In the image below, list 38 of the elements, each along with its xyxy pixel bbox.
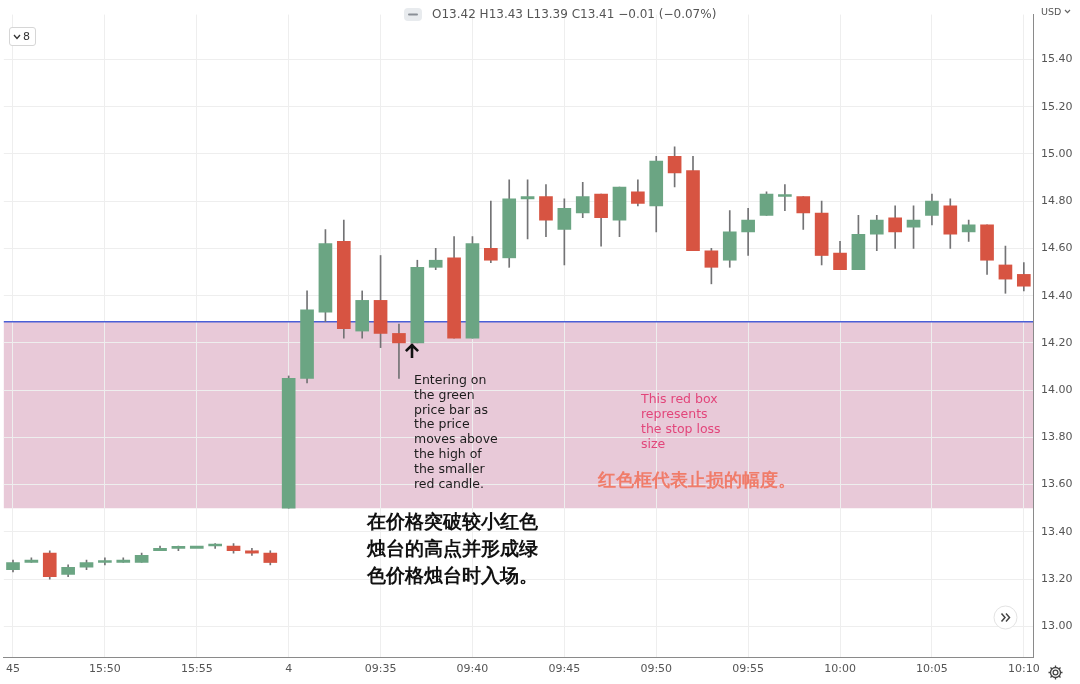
x-tick-label: 09:50 (640, 662, 673, 676)
candlestick (392, 323, 406, 379)
annotation: 在价格突破较小红色烛台的高点并形成绿色价格烛台时入场。 (365, 509, 539, 588)
y-tick-label: 13.80 (1041, 430, 1073, 444)
candlestick (189, 545, 204, 549)
x-tick-label: 09:55 (732, 662, 764, 676)
y-tick-label: 14.80 (1041, 194, 1073, 208)
dropdown-button: 8 (9, 27, 36, 46)
x-tick-label: 15:55 (180, 662, 213, 676)
y-tick-label: 13.00 (1041, 619, 1073, 633)
y-tick-label: 15.00 (1041, 146, 1073, 160)
y-tick-label: 15.20 (1041, 99, 1073, 113)
y-tick-label: 14.00 (1041, 382, 1073, 396)
x-tick-label: 09:35 (364, 662, 397, 676)
candlestick (741, 207, 755, 256)
annotation: 红色框代表止损的幅度。 (598, 468, 796, 492)
x-tick-label: 15:50 (89, 662, 121, 676)
y-tick-label: 13.40 (1041, 524, 1073, 538)
x-tick-label: 10:05 (916, 662, 948, 676)
x-tick-label: 4 (285, 662, 293, 676)
band-label: This red box represents the stop loss size (641, 391, 721, 452)
x-tick-label: 45 (6, 662, 20, 676)
candlestick (778, 184, 792, 211)
y-tick-label: 15.40 (1041, 52, 1073, 66)
x-tick-label: 10:10 (1007, 662, 1040, 676)
y-tick-label: 13.60 (1041, 477, 1073, 491)
candlestick (484, 200, 498, 263)
x-tick-label: 09:45 (548, 662, 581, 676)
y-tick-label: 14.60 (1041, 241, 1073, 255)
x-tick-label: 10:00 (824, 662, 856, 676)
y-axis-title: USD (1041, 6, 1062, 17)
y-tick-label: 13.20 (1041, 571, 1073, 585)
annotation: 8 (23, 30, 30, 43)
y-tick-label: 14.40 (1041, 288, 1073, 302)
chart-subtitle: O13.42 H13.43 L13.39 C13.41 −0.01 (−0.07%) (432, 7, 717, 21)
x-tick-label: 09:40 (456, 662, 489, 676)
annotation: Entering on the green price bar as the price moves above the high of the smaller red candle. (414, 372, 498, 492)
y-tick-label: 14.20 (1041, 335, 1073, 349)
